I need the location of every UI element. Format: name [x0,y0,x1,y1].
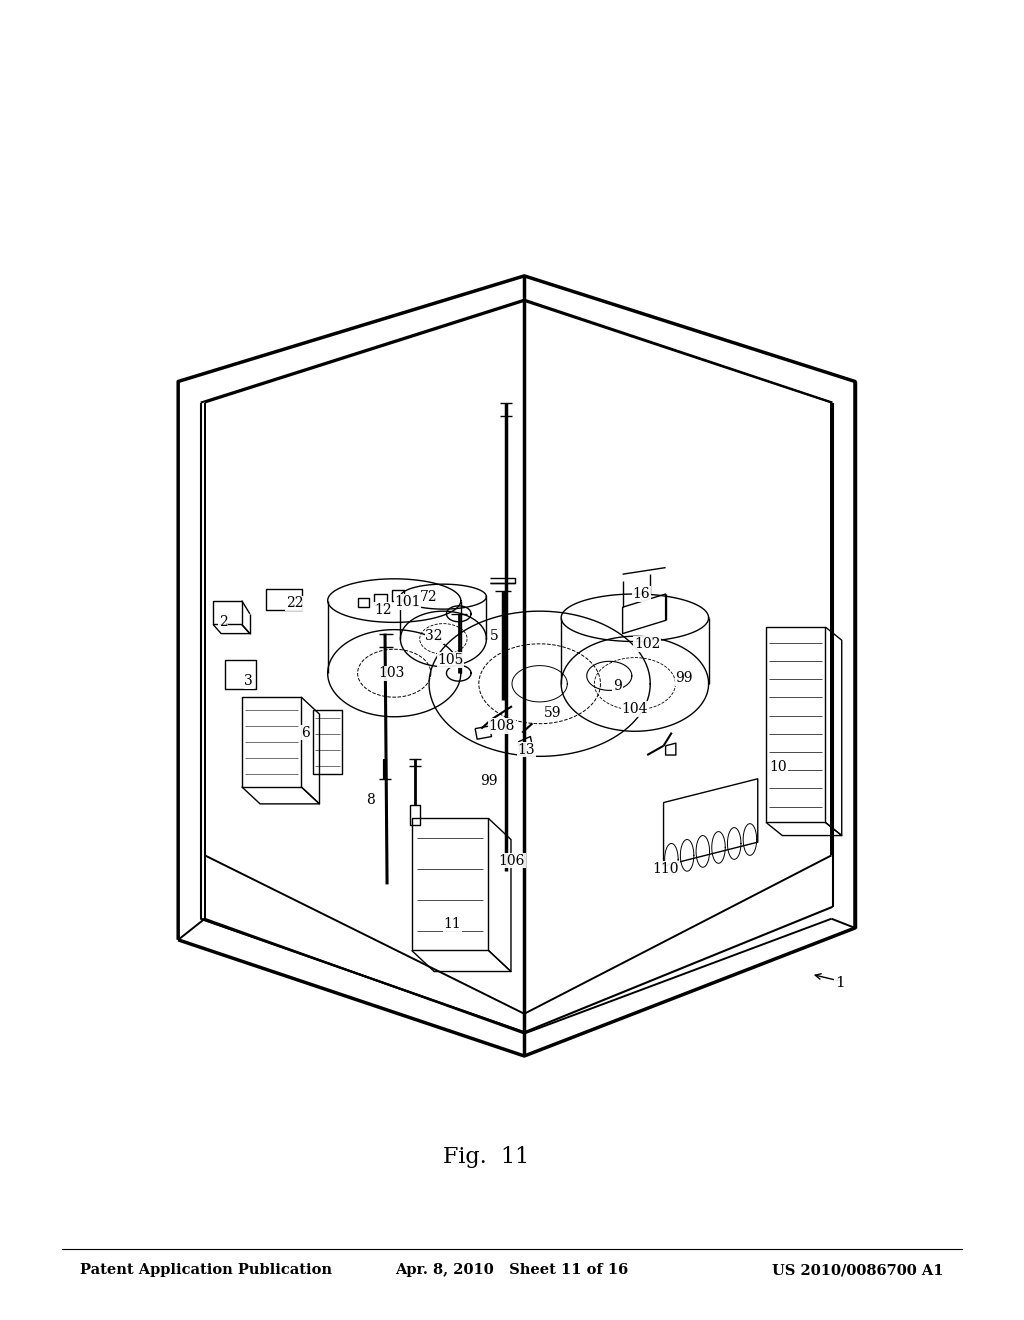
Text: 72: 72 [420,590,438,603]
Text: Apr. 8, 2010   Sheet 11 of 16: Apr. 8, 2010 Sheet 11 of 16 [395,1263,629,1278]
Text: 59: 59 [544,706,562,719]
Text: Patent Application Publication: Patent Application Publication [80,1263,332,1278]
Text: 102: 102 [634,638,660,651]
Text: 99: 99 [479,775,498,788]
Text: 11: 11 [443,917,462,931]
Text: Fig.  11: Fig. 11 [443,1146,529,1168]
Text: 6: 6 [301,726,309,739]
Text: 103: 103 [378,667,404,680]
Text: US 2010/0086700 A1: US 2010/0086700 A1 [772,1263,944,1278]
Text: 5: 5 [490,630,499,643]
Text: 108: 108 [488,719,515,733]
Text: 101: 101 [394,595,421,609]
Text: 13: 13 [517,743,536,756]
Text: 10: 10 [769,760,787,774]
Text: 104: 104 [622,702,648,715]
Text: 106: 106 [499,854,525,867]
Text: 22: 22 [286,597,304,610]
Text: 9: 9 [613,680,622,693]
Text: 8: 8 [367,793,375,807]
Text: 110: 110 [652,862,679,875]
Text: 16: 16 [632,587,650,601]
Text: 2: 2 [219,615,227,628]
Text: 99: 99 [675,672,693,685]
Text: 3: 3 [245,675,253,688]
Text: 105: 105 [437,653,464,667]
Text: 32: 32 [425,630,443,643]
Text: 1: 1 [835,977,845,990]
Text: 12: 12 [374,603,392,616]
